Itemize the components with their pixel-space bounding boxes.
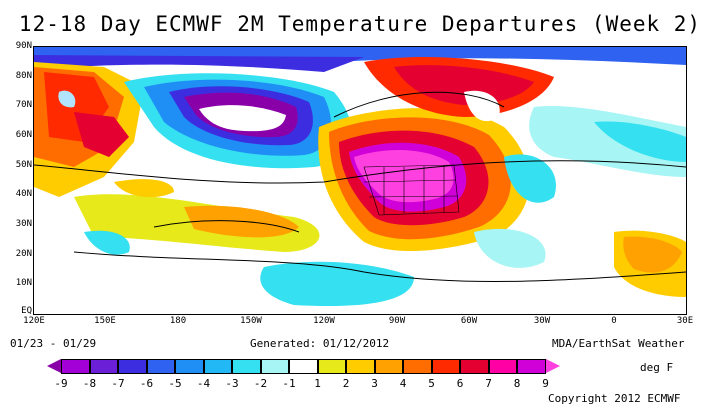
lat-label: 40N: [15, 189, 32, 199]
lat-label: 50N: [15, 160, 32, 170]
colorbar-tick-label: 4: [399, 377, 407, 390]
copyright: Copyright 2012 ECMWF: [548, 392, 681, 405]
colorbar-tick-label: -8: [82, 377, 97, 390]
lon-label: 150E: [94, 316, 116, 326]
lat-label: 20N: [15, 249, 32, 259]
lat-label: 30N: [15, 219, 32, 229]
lat-label: EQ: [21, 306, 32, 316]
lat-label: 70N: [15, 100, 32, 110]
lon-label: 90W: [388, 316, 406, 326]
colorbar-tick-label: -1: [282, 377, 296, 390]
colorbar-tick-label: 2: [342, 377, 350, 390]
colorbar-segment: [317, 359, 346, 374]
colorbar-tick-label: -4: [196, 377, 211, 390]
colorbar-segment: [431, 359, 460, 374]
colorbar-segment: [488, 359, 517, 374]
colorbar-tick-label: 5: [428, 377, 435, 390]
date-range: 01/23 - 01/29: [10, 337, 97, 350]
lat-label: 80N: [15, 71, 32, 81]
colorbar-segment: [146, 359, 175, 374]
colorbar-tick-label: 9: [542, 377, 549, 390]
colorbar-tick-label: -3: [225, 377, 239, 390]
colorbar-tick-label: -9: [54, 377, 68, 390]
map-title: 12-18 Day ECMWF 2M Temperature Departure…: [18, 12, 702, 36]
lon-label: 120E: [23, 316, 45, 326]
colorbar-tick-label: 1: [314, 377, 321, 390]
colorbar-tick-label: -2: [253, 377, 268, 390]
lon-label: 0: [611, 316, 617, 326]
source-credit: MDA/EarthSat Weather: [552, 337, 685, 350]
colorbar-arrow-low: [47, 359, 61, 373]
colorbar-tick-label: 7: [485, 377, 492, 390]
lat-label: 60N: [15, 130, 32, 140]
colorbar-segment: [118, 359, 147, 374]
temperature-anomaly-map: [33, 46, 687, 315]
colorbar-segment: [517, 359, 546, 374]
colorbar-tick-label: 6: [456, 377, 464, 390]
colorbar-segment: [289, 359, 318, 374]
lon-label: 120W: [313, 316, 335, 326]
colorbar-segment: [346, 359, 375, 374]
colorbar-segment: [61, 359, 90, 374]
generated-date: Generated: 01/12/2012: [250, 337, 390, 350]
lat-label: 90N: [15, 41, 32, 51]
colorbar-segment: [89, 359, 118, 374]
units-label: deg F: [640, 361, 674, 374]
colorbar-tick-label: -7: [111, 377, 125, 390]
lon-label: 180: [169, 316, 187, 326]
lon-label: 30E: [676, 316, 694, 326]
colorbar-segment: [203, 359, 232, 374]
map-canvas: [34, 47, 686, 314]
colorbar-segment: [403, 359, 432, 374]
colorbar-tick-label: -5: [168, 377, 182, 390]
colorbar-tick-label: -6: [139, 377, 154, 390]
colorbar-segment: [460, 359, 489, 374]
colorbar-arrow-high: [545, 359, 560, 373]
colorbar-segment: [175, 359, 204, 374]
lon-label: 30W: [533, 316, 551, 326]
colorbar-segment: [260, 359, 289, 374]
lon-label: 60W: [460, 316, 478, 326]
lat-label: 10N: [15, 278, 32, 288]
colorbar-tick-label: 8: [513, 377, 521, 390]
colorbar-segment: [374, 359, 403, 374]
lon-label: 150W: [240, 316, 262, 326]
colorbar-segment: [232, 359, 261, 374]
colorbar-tick-label: 3: [371, 377, 378, 390]
